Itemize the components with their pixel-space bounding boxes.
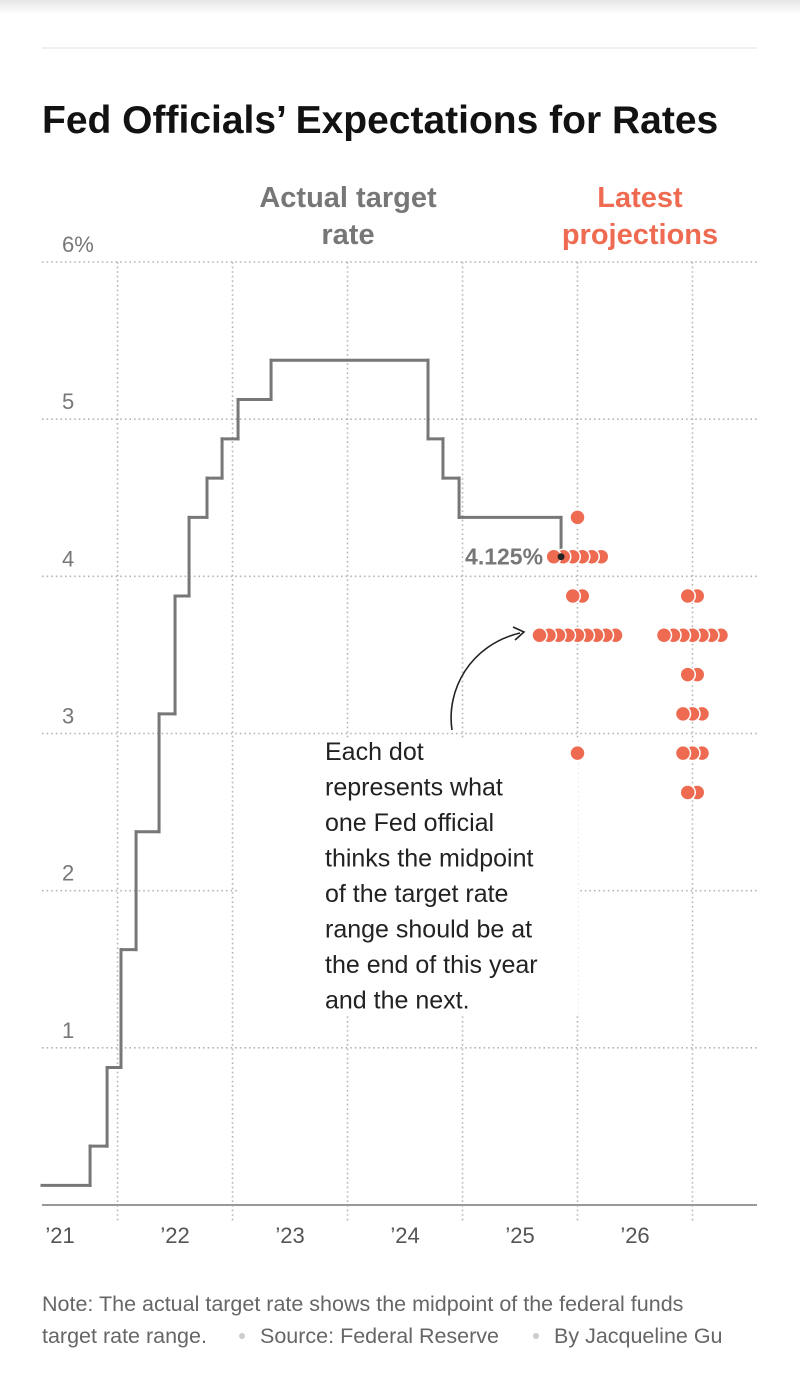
x-tick-label: ’23 (275, 1223, 304, 1248)
projection-dot (569, 509, 586, 526)
x-tick-label: ’26 (620, 1223, 649, 1248)
projection-dot (564, 587, 582, 605)
annotation-line: of the target rate (325, 880, 508, 908)
x-tick-label: ’21 (45, 1223, 74, 1248)
series-header: Actual target rate (259, 182, 437, 251)
x-tick-label: ’24 (390, 1223, 419, 1248)
annotation-line: the end of this year (325, 951, 538, 979)
x-tick-label: ’22 (160, 1223, 189, 1248)
top-shadow (0, 0, 800, 14)
annotation-line: range should be at (325, 916, 532, 944)
source: Source: Federal Reserve (260, 1324, 499, 1348)
projection-dot (679, 666, 696, 683)
annotation-line: represents what (325, 774, 503, 802)
note-line: target rate range. (42, 1324, 207, 1348)
end-point (557, 553, 565, 561)
series-header: Latest projections (561, 182, 719, 251)
y-tick-label: 6% (62, 232, 94, 257)
y-tick-label: 4 (62, 546, 74, 571)
annotation-backdrop (238, 738, 578, 1016)
projection-dot (674, 705, 692, 723)
title: Fed Officials’ Expectations for Rates (42, 99, 718, 142)
note-line: Note: The actual target rate shows the m… (42, 1292, 683, 1316)
arrow-head (512, 626, 526, 641)
separator (239, 1333, 245, 1339)
projection-dot (531, 627, 548, 644)
value-label: 4.125% (465, 544, 543, 570)
y-tick-label: 2 (62, 861, 74, 886)
x-tick-label: ’25 (505, 1223, 534, 1248)
projection-dot (679, 784, 696, 801)
annotation-arrow (450, 632, 521, 731)
y-tick-label: 3 (62, 704, 74, 729)
separator (533, 1333, 539, 1339)
byline: By Jacqueline Gu (554, 1324, 723, 1348)
annotation-line: thinks the midpoint (325, 845, 534, 873)
annotation-line: one Fed official (325, 809, 494, 837)
annotation-line: and the next. (325, 987, 470, 1015)
y-tick-label: 1 (62, 1018, 74, 1043)
projection-dot (679, 587, 696, 605)
y-tick-label: 5 (62, 389, 74, 414)
projection-dot (569, 744, 586, 762)
annotation-line: Each dot (325, 738, 424, 766)
projection-dot (674, 744, 692, 762)
projection-dot (655, 627, 673, 644)
